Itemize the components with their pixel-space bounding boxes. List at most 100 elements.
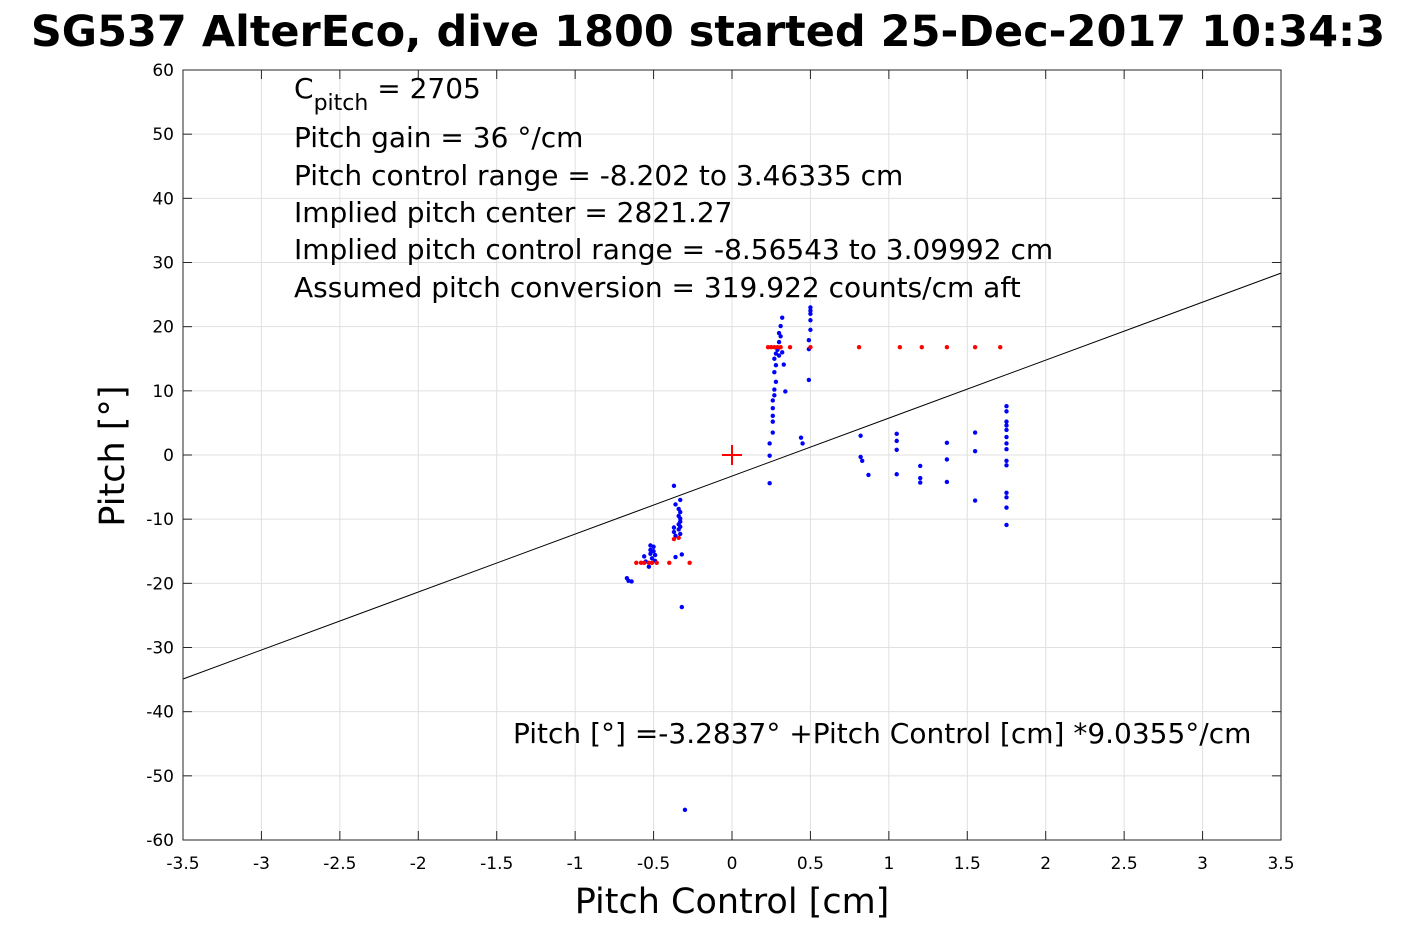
data-point-blue (1004, 404, 1009, 409)
data-point-blue (673, 554, 678, 560)
data-point-red (897, 345, 903, 350)
data-point-blue (972, 498, 978, 503)
y-tick-label: 50 (152, 125, 174, 145)
data-point-blue (651, 544, 656, 549)
data-point-blue (918, 480, 923, 485)
x-tick-label: -3 (253, 854, 270, 874)
data-point-red (667, 560, 672, 565)
data-point-blue (776, 339, 782, 345)
data-point-blue (678, 531, 683, 537)
data-point-blue (651, 549, 656, 554)
y-tick-label: 40 (152, 189, 174, 209)
data-point-red (646, 560, 652, 565)
data-point-blue (944, 479, 950, 485)
data-point-red (654, 560, 659, 565)
data-point-blue (773, 379, 779, 385)
data-point-blue (1004, 463, 1009, 468)
x-tick-labels: -3.5 -3 -2.5 -2 -1.5 -1 -0.5 0 0.5 1 1.5 2 2.5 3 3.5 (166, 854, 1294, 874)
x-tick-label: 2.5 (1111, 854, 1138, 874)
data-point-blue (648, 551, 653, 557)
data-point-blue (1004, 423, 1009, 428)
data-points (624, 305, 1009, 813)
data-point-blue (770, 398, 775, 403)
data-point-blue (798, 435, 804, 440)
center-marker-group (722, 445, 742, 465)
data-point-blue (772, 393, 777, 398)
data-point-red (641, 560, 647, 565)
data-point-blue (679, 604, 685, 610)
data-point-red (772, 345, 777, 350)
chart-title: SG537 AlterEco, dive 1800 started 25-Dec… (31, 7, 1385, 57)
x-tick-label: 0 (727, 854, 738, 874)
data-point-blue (894, 447, 899, 453)
x-axis-label: Pitch Control [cm] (575, 882, 890, 922)
cpitch-value: = 2705 (368, 72, 481, 105)
data-point-blue (808, 305, 813, 310)
y-tick-label: 0 (163, 446, 174, 466)
y-tick-label: 30 (152, 254, 174, 274)
data-point-red (944, 345, 950, 350)
data-point-blue (779, 350, 785, 355)
data-point-blue (894, 472, 899, 477)
data-point-blue (1004, 427, 1009, 433)
data-point-red (638, 560, 644, 565)
data-point-blue (858, 433, 863, 438)
annotation-implied-range: Implied pitch control range = -8.56543 t… (294, 233, 1053, 266)
fit-equation: Pitch [°] =-3.2837° +Pitch Control [cm] … (513, 717, 1251, 750)
data-point-red (769, 345, 774, 350)
data-point-blue (783, 389, 788, 394)
data-point-blue (629, 579, 634, 584)
y-tick-label: 20 (152, 318, 174, 338)
data-point-blue (649, 556, 655, 561)
data-point-blue (679, 552, 685, 557)
data-point-blue (918, 463, 923, 469)
data-point-blue (678, 497, 683, 503)
data-point-red (634, 560, 639, 565)
data-point-red (919, 345, 924, 350)
x-tick-label: -0.5 (637, 854, 670, 874)
fit-line-group (182, 272, 1282, 680)
annotation-conversion: Assumed pitch conversion = 319.922 count… (294, 271, 1021, 304)
data-point-blue (972, 430, 978, 435)
data-point-blue (894, 431, 899, 437)
data-point-blue (671, 483, 677, 488)
data-point-blue (1004, 441, 1009, 446)
data-point-blue (1004, 447, 1009, 452)
y-tick-label: -30 (146, 639, 174, 659)
annotation-cpitch: Cpitch = 2705 (294, 72, 481, 116)
axis-ticks (182, 69, 1282, 841)
data-point-blue (671, 525, 677, 530)
data-point-blue (770, 430, 775, 435)
data-point-blue (972, 448, 978, 454)
x-tick-label: -1.5 (480, 854, 513, 874)
data-point-blue (678, 524, 683, 530)
y-tick-label: 10 (152, 382, 174, 402)
y-axis-label: Pitch [°] (93, 385, 133, 526)
data-point-red (808, 345, 813, 350)
data-point-blue (678, 516, 683, 521)
data-point-blue (678, 519, 683, 524)
y-tick-label: -50 (146, 767, 174, 787)
data-point-blue (808, 327, 813, 333)
x-tick-label: 3.5 (1267, 854, 1294, 874)
data-point-red (765, 345, 771, 350)
y-tick-label: -40 (146, 703, 174, 723)
data-point-red (687, 560, 692, 565)
data-point-blue (800, 441, 805, 446)
data-point-blue (858, 454, 863, 460)
data-point-blue (678, 509, 683, 515)
data-point-blue (652, 552, 658, 558)
fit-line (182, 272, 1282, 680)
data-point-blue (1004, 505, 1009, 510)
data-point-blue (1004, 458, 1009, 463)
data-point-blue (776, 353, 782, 358)
data-point-blue (806, 337, 812, 343)
data-point-blue (673, 502, 678, 507)
annotation-pitch-gain: Pitch gain = 36 °/cm (294, 121, 583, 154)
data-point-blue (773, 362, 779, 368)
data-point-blue (778, 323, 783, 329)
data-point-red (972, 345, 978, 350)
data-point-red (998, 345, 1003, 350)
data-point-blue (767, 481, 772, 486)
